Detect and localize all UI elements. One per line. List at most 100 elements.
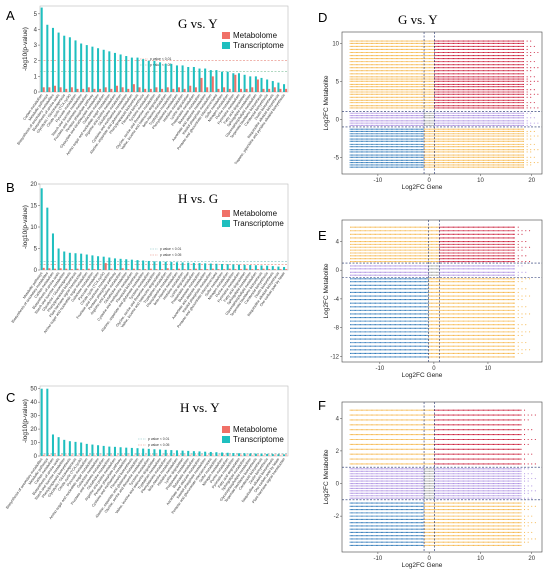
y-tick-label: 50 — [30, 387, 37, 393]
bar-transcriptome — [254, 76, 257, 92]
x-tick-label: 10 — [477, 178, 484, 184]
bar-transcriptome — [136, 448, 139, 456]
bar-transcriptome — [249, 453, 252, 456]
bar-transcriptome — [153, 449, 156, 456]
bar-transcriptome — [232, 73, 235, 92]
bar-metabolome — [189, 455, 192, 456]
data-point — [517, 281, 519, 283]
data-point — [527, 453, 529, 455]
data-point — [524, 463, 526, 465]
bar-metabolome — [121, 268, 124, 270]
bar-metabolome — [115, 85, 119, 92]
bar-metabolome — [99, 269, 102, 270]
data-point — [533, 122, 535, 124]
bar-transcriptome — [204, 451, 207, 456]
data-point — [533, 61, 535, 63]
data-point — [525, 342, 527, 344]
bar-transcriptome — [232, 264, 235, 270]
plot-background — [342, 220, 542, 362]
data-point — [526, 146, 528, 148]
panel-title: G vs. Y — [178, 16, 218, 31]
data-point — [526, 78, 528, 80]
data-point — [530, 76, 532, 78]
data-point — [531, 531, 533, 533]
bar-metabolome — [256, 269, 259, 270]
data-point — [524, 502, 526, 504]
data-point — [530, 122, 532, 124]
data-point — [531, 522, 533, 524]
y-tick-label: 10 — [30, 441, 37, 447]
bar-transcriptome — [237, 73, 240, 92]
data-point — [524, 473, 526, 475]
legend-swatch-metabolome — [222, 32, 230, 39]
bar-metabolome — [223, 87, 226, 92]
data-point — [530, 124, 532, 126]
legend-label-metabolome: Metabolome — [233, 425, 278, 434]
data-point — [526, 162, 528, 164]
data-point — [531, 438, 533, 441]
bar-transcriptome — [85, 254, 88, 270]
x-axis-label: Log2FC Gene — [402, 184, 443, 191]
data-point — [521, 255, 523, 257]
bar-transcriptome — [254, 265, 257, 270]
bar-metabolome — [172, 88, 175, 92]
bar-transcriptome — [243, 264, 246, 270]
data-point — [529, 278, 531, 280]
bar-metabolome — [285, 269, 288, 270]
x-axis-label: Log2FC Gene — [402, 562, 443, 569]
data-point — [521, 240, 523, 243]
data-point — [527, 541, 529, 543]
y-tick-label: 40 — [30, 400, 37, 406]
y-tick-label: -2 — [334, 514, 340, 520]
bar-transcriptome — [198, 263, 201, 270]
data-point — [525, 349, 527, 351]
panel-title: G vs. Y — [398, 12, 438, 27]
data-point — [534, 505, 536, 507]
data-point — [525, 246, 527, 248]
bar-transcriptome — [283, 454, 286, 456]
bar-metabolome — [206, 455, 209, 456]
panel-title: H vs. Y — [180, 400, 220, 415]
bar-metabolome — [82, 88, 85, 92]
data-point — [530, 135, 532, 137]
data-point — [517, 274, 519, 276]
data-point — [533, 162, 535, 164]
data-point — [525, 261, 527, 263]
data-point — [526, 105, 528, 107]
bar-transcriptome — [147, 60, 150, 92]
bar-metabolome — [234, 74, 237, 92]
bar-transcriptome — [181, 450, 184, 456]
bar-transcriptome — [108, 446, 111, 456]
y-axis-label: Log2FC Metabolite — [323, 263, 330, 318]
data-point — [537, 93, 539, 95]
data-point — [517, 352, 519, 354]
data-point — [527, 509, 529, 511]
bar-transcriptome — [142, 59, 145, 92]
bar-metabolome — [42, 267, 45, 270]
data-point — [526, 149, 528, 151]
data-point — [537, 149, 539, 151]
data-point — [524, 505, 526, 507]
y-axis-label: -log10(p-value) — [22, 27, 29, 71]
data-point — [530, 61, 532, 63]
bar-transcriptome — [80, 253, 83, 270]
bar-metabolome — [70, 455, 73, 456]
data-point — [521, 299, 523, 301]
bar-transcriptome — [74, 441, 77, 456]
bar-transcriptome — [237, 453, 240, 456]
bar-transcriptome — [125, 259, 128, 270]
data-point — [517, 342, 519, 344]
y-axis-label: Log2FC Metabolite — [323, 75, 330, 130]
data-point — [521, 230, 523, 232]
data-point — [525, 271, 527, 273]
bar-transcriptome — [192, 451, 195, 456]
bar-transcriptome — [175, 450, 178, 456]
plot-frame — [39, 385, 289, 457]
data-point — [526, 70, 528, 72]
data-point — [521, 331, 523, 333]
bar-metabolome — [228, 88, 231, 92]
bar-transcriptome — [221, 71, 224, 92]
y-axis-label: -log10(p-value) — [22, 399, 29, 443]
panel-letter: A — [6, 8, 15, 23]
bar-transcriptome — [136, 57, 139, 92]
